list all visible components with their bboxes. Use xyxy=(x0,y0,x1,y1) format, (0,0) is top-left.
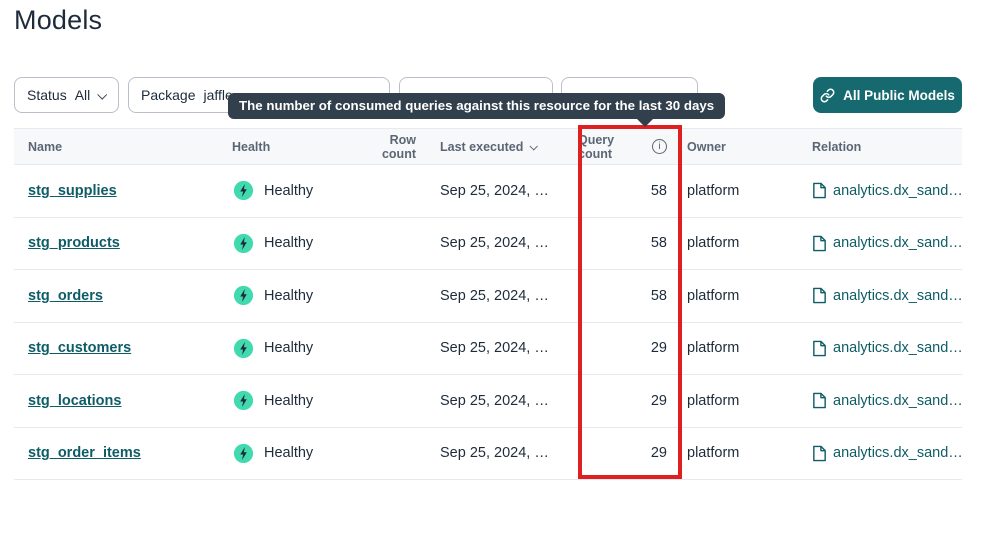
all-public-models-label: All Public Models xyxy=(843,87,955,103)
table-header-row: Name Health Row count Last executed Quer… xyxy=(14,128,962,165)
owner-value: platform xyxy=(687,340,740,357)
column-header-owner: Owner xyxy=(687,139,726,154)
query-count-label: Query count xyxy=(578,132,615,161)
owner-value: platform xyxy=(687,235,740,252)
document-icon xyxy=(812,392,827,409)
all-public-models-button[interactable]: All Public Models xyxy=(813,77,962,113)
table-row: stg_customers Healthy Sep 25, 2024, … 29… xyxy=(14,323,963,375)
health-badge-icon xyxy=(232,232,255,255)
health-status: Healthy xyxy=(264,182,314,199)
model-link[interactable]: stg_products xyxy=(28,235,120,252)
page-title: Models xyxy=(14,5,103,35)
health-badge-icon xyxy=(232,389,255,412)
status-filter-value: All xyxy=(74,87,91,103)
last-executed-label: Last executed xyxy=(440,139,524,154)
owner-value: platform xyxy=(687,287,740,304)
health-status: Healthy xyxy=(264,392,314,409)
last-executed-value: Sep 25, 2024, … xyxy=(440,340,549,357)
table-row: stg_locations Healthy Sep 25, 2024, … 29… xyxy=(14,375,963,428)
last-executed-value: Sep 25, 2024, … xyxy=(440,287,549,304)
query-count-tooltip: The number of consumed queries against t… xyxy=(228,93,726,127)
health-status: Healthy xyxy=(264,445,314,462)
health-badge-icon xyxy=(232,337,255,360)
models-table: Name Health Row count Last executed Quer… xyxy=(14,128,963,480)
query-count-value: 58 xyxy=(650,287,667,304)
column-header-query-count: Query count i xyxy=(578,133,682,161)
health-badge-icon xyxy=(232,442,255,465)
column-header-name: Name xyxy=(28,139,63,154)
status-filter-dropdown[interactable]: Status All xyxy=(14,77,119,113)
model-link[interactable]: stg_supplies xyxy=(28,182,117,199)
model-link[interactable]: stg_customers xyxy=(28,340,132,357)
health-status: Healthy xyxy=(264,340,314,357)
query-count-value: 29 xyxy=(650,392,667,409)
query-count-value: 29 xyxy=(650,445,667,462)
model-link[interactable]: stg_orders xyxy=(28,287,103,304)
relation-link[interactable]: analytics.dx_sand… xyxy=(833,392,963,409)
relation-link[interactable]: analytics.dx_sand… xyxy=(833,445,963,462)
owner-value: platform xyxy=(687,392,740,409)
document-icon xyxy=(812,340,827,357)
column-header-relation: Relation xyxy=(812,139,862,154)
column-header-last-executed[interactable]: Last executed xyxy=(440,140,578,154)
health-badge-icon xyxy=(232,284,255,307)
status-filter-label: Status xyxy=(27,87,67,103)
last-executed-value: Sep 25, 2024, … xyxy=(440,445,549,462)
tooltip-arrow xyxy=(636,118,654,127)
last-executed-value: Sep 25, 2024, … xyxy=(440,235,549,252)
table-row: stg_supplies Healthy Sep 25, 2024, … 58 … xyxy=(14,165,963,218)
query-count-value: 58 xyxy=(650,235,667,252)
tooltip-text: The number of consumed queries against t… xyxy=(239,98,715,113)
model-link[interactable]: stg_order_items xyxy=(28,445,141,462)
table-row: stg_orders Healthy Sep 25, 2024, … 58 pl… xyxy=(14,270,963,323)
info-icon[interactable]: i xyxy=(652,139,667,154)
relation-link[interactable]: analytics.dx_sand… xyxy=(833,235,963,252)
query-count-value: 58 xyxy=(650,182,667,199)
document-icon xyxy=(812,445,827,462)
column-header-health: Health xyxy=(232,139,271,154)
model-link[interactable]: stg_locations xyxy=(28,392,122,409)
health-badge-icon xyxy=(232,179,255,202)
table-row: stg_order_items Healthy Sep 25, 2024, … … xyxy=(14,428,963,480)
owner-value: platform xyxy=(687,182,740,199)
sort-chevron-down-icon xyxy=(529,141,539,151)
relation-link[interactable]: analytics.dx_sand… xyxy=(833,340,963,357)
document-icon xyxy=(812,235,827,252)
relation-link[interactable]: analytics.dx_sand… xyxy=(833,182,963,199)
package-filter-label: Package xyxy=(141,87,196,103)
last-executed-value: Sep 25, 2024, … xyxy=(440,182,549,199)
table-row: stg_products Healthy Sep 25, 2024, … 58 … xyxy=(14,218,963,270)
last-executed-value: Sep 25, 2024, … xyxy=(440,392,549,409)
health-status: Healthy xyxy=(264,287,314,304)
query-count-value: 29 xyxy=(650,340,667,357)
chevron-down-icon xyxy=(97,89,108,100)
column-header-row-count: Row count xyxy=(381,132,416,161)
link-icon xyxy=(820,88,835,103)
document-icon xyxy=(812,287,827,304)
document-icon xyxy=(812,182,827,199)
relation-link[interactable]: analytics.dx_sand… xyxy=(833,287,963,304)
health-status: Healthy xyxy=(264,235,314,252)
owner-value: platform xyxy=(687,445,740,462)
